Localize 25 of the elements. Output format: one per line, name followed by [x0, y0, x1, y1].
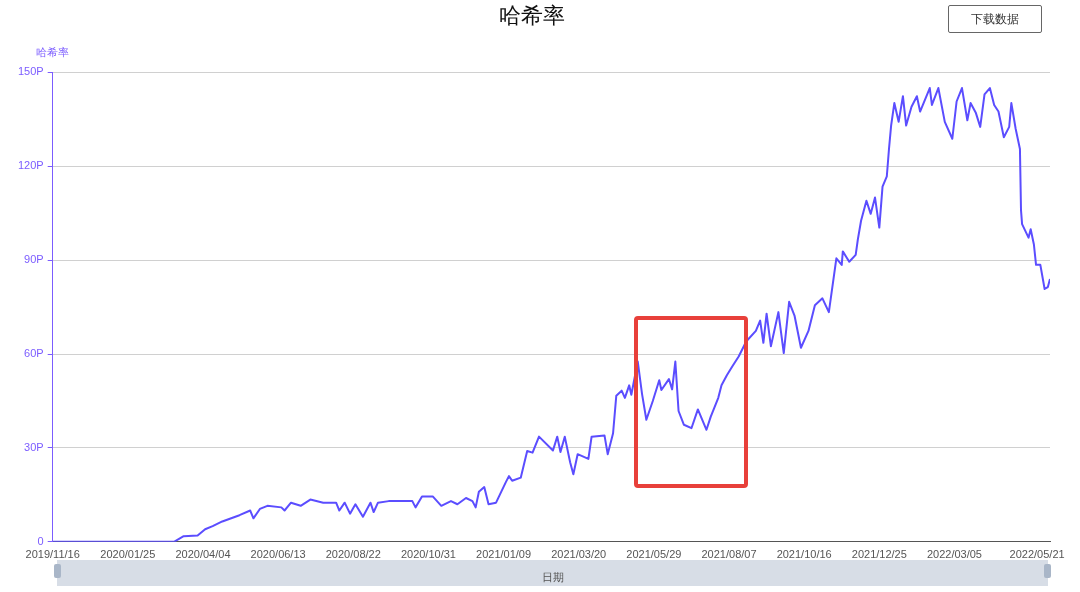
range-slider: 日期 — [57, 560, 1048, 586]
x-tick-label: 2022/05/21 — [1009, 548, 1065, 561]
x-tick-label: 2020/06/13 — [250, 548, 306, 561]
x-tick-label: 2022/03/05 — [926, 548, 982, 561]
x-tick-label: 2020/10/31 — [400, 548, 456, 561]
y-tick-label: 0 — [37, 534, 44, 547]
download-button: 下载数据 — [948, 5, 1042, 33]
x-tick-label: 2021/10/16 — [776, 548, 832, 561]
y-tick-label: 120P — [17, 159, 44, 172]
y-axis-title: 哈希率 — [36, 45, 70, 59]
x-tick-label: 2021/03/20 — [551, 548, 607, 561]
chart-title: 哈希率 — [499, 2, 565, 28]
x-tick-label: 2021/12/25 — [851, 548, 907, 561]
x-tick-label: 2020/04/04 — [175, 548, 231, 561]
y-tick-label: 60P — [24, 347, 44, 360]
y-tick-label: 150P — [17, 65, 44, 78]
x-tick-label: 2021/05/29 — [626, 548, 682, 561]
y-tick-label: 90P — [24, 253, 44, 266]
x-axis-title: 日期 — [540, 570, 565, 585]
x-tick-label: 2021/08/07 — [701, 548, 757, 561]
x-tick-label: 2021/01/09 — [476, 548, 532, 561]
x-tick-label: 2019/11/16 — [25, 548, 80, 561]
x-tick-label: 2020/01/25 — [100, 548, 156, 561]
y-tick-label: 30P — [24, 440, 44, 453]
x-tick-label: 2020/08/22 — [325, 548, 381, 561]
